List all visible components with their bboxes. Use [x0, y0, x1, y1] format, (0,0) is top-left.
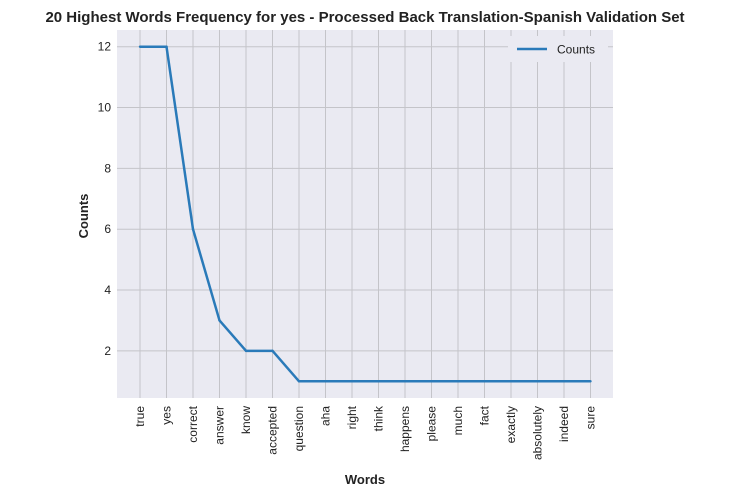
series-line-counts [140, 45, 591, 383]
x-axis-label: Words [345, 472, 385, 487]
data-point [536, 380, 539, 383]
y-tick-label: 10 [98, 101, 112, 115]
y-tick-label: 4 [104, 283, 111, 297]
data-point [324, 380, 327, 383]
x-tick-label: much [451, 406, 465, 435]
x-tick-label: happens [398, 406, 412, 452]
x-tick-label: exactly [504, 406, 518, 443]
x-tick-label: aha [319, 406, 333, 426]
x-tick-label: sure [584, 406, 598, 430]
x-tick-label: true [133, 406, 147, 427]
data-point [430, 380, 433, 383]
x-tick-label: think [372, 405, 386, 431]
x-tick-label: question [292, 406, 306, 451]
data-point [562, 380, 566, 383]
data-point [297, 380, 301, 383]
x-tick-label: please [425, 406, 439, 442]
data-point [350, 380, 354, 383]
chart-title: 20 Highest Words Frequency for yes - Pro… [45, 9, 684, 26]
data-point [218, 319, 221, 322]
x-tick-label: fact [478, 405, 492, 425]
data-point [271, 349, 274, 353]
x-tick-label: correct [186, 405, 200, 442]
x-tick-label: indeed [557, 406, 571, 442]
series-layer [138, 45, 592, 383]
data-point [456, 380, 460, 383]
y-axis-ticks: 2 4 6 8 10 12 [98, 40, 112, 358]
x-axis-ticks: true yes correct answer know accepted question… [133, 405, 598, 460]
x-tick-label: know [239, 406, 253, 434]
data-point [509, 380, 513, 383]
data-point [377, 380, 380, 383]
data-point [138, 45, 142, 48]
data-point [244, 349, 248, 353]
data-point [483, 380, 486, 383]
x-tick-label: yes [160, 406, 174, 425]
y-axis-label: Counts [76, 194, 91, 239]
data-point [589, 380, 592, 383]
plot-area [117, 30, 613, 398]
data-point [165, 45, 168, 48]
y-tick-label: 6 [104, 222, 111, 236]
x-tick-label: answer [213, 406, 227, 445]
y-tick-label: 8 [104, 161, 111, 175]
y-tick-label: 2 [104, 344, 111, 358]
data-point [403, 380, 407, 383]
y-tick-label: 12 [98, 40, 112, 54]
x-tick-label: right [345, 405, 359, 429]
legend: Counts [508, 36, 608, 62]
data-point [191, 228, 195, 231]
legend-label-counts: Counts [557, 43, 595, 57]
grid-lines [117, 30, 613, 398]
x-tick-label: accepted [266, 406, 280, 455]
x-tick-label: absolutely [531, 406, 545, 460]
